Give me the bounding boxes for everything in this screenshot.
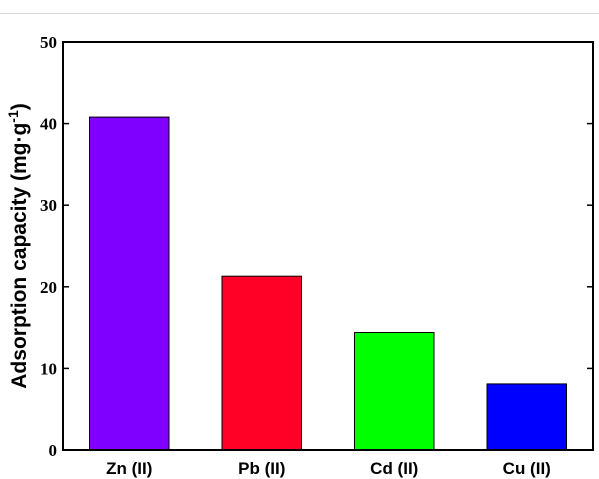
- y-tick-label: 50: [40, 33, 57, 52]
- y-tick-label: 40: [40, 115, 57, 134]
- top-divider: [0, 13, 599, 14]
- bar-4: [486, 383, 567, 451]
- ticks-group: Zn (II) Pb (II) Cd (II) Cu (II) 0 10 20 30 40 50: [40, 33, 593, 478]
- y-axis-label-close: ): [8, 103, 31, 110]
- y-axis-label-superscript: -1: [5, 110, 21, 123]
- y-tick-label: 10: [40, 359, 57, 378]
- y-axis-label-main: Adsorption capacity (mg·g: [8, 123, 31, 389]
- x-tick-label: Cu (II): [503, 459, 551, 478]
- x-tick-label: Cd (II): [370, 459, 418, 478]
- y-axis-label: Adsorption capacity (mg·g-1): [5, 103, 31, 388]
- bar-1: [89, 116, 170, 451]
- bar-3: [354, 331, 435, 451]
- y-tick-label: 20: [40, 278, 57, 297]
- x-tick-label: Zn (II): [106, 459, 152, 478]
- y-tick-label: 0: [49, 441, 58, 460]
- bar-2: [221, 275, 302, 451]
- plot-frame: [62, 41, 594, 451]
- y-tick-label: 30: [40, 196, 57, 215]
- bars-group: [89, 116, 567, 451]
- x-tick-label: Pb (II): [238, 459, 285, 478]
